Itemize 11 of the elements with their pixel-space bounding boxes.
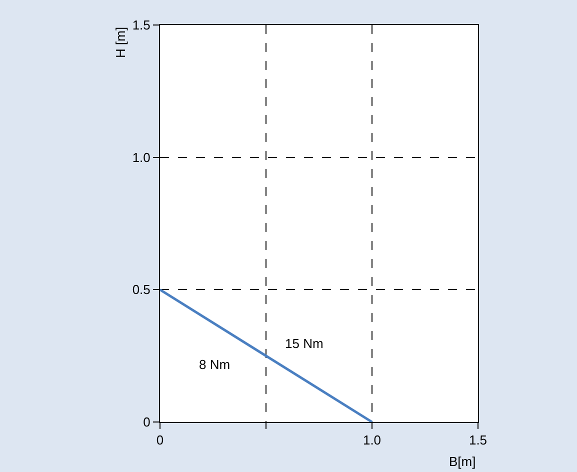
y-tick-label: 0.5 [132, 282, 150, 298]
y-tick-label: 0 [143, 414, 150, 430]
x-tick-label: 1.0 [362, 432, 382, 448]
y-axis-title: H [m] [113, 26, 128, 58]
annotation: 15 Nm [285, 336, 324, 351]
x-axis-title: B[m] [449, 454, 476, 469]
y-tick-label: 1.5 [132, 18, 150, 33]
y-tick-label: 1.0 [132, 150, 150, 165]
x-tick-label: 1.5 [468, 432, 488, 448]
annotation: 8 Nm [199, 357, 230, 372]
x-tick-label: 0 [156, 432, 164, 448]
